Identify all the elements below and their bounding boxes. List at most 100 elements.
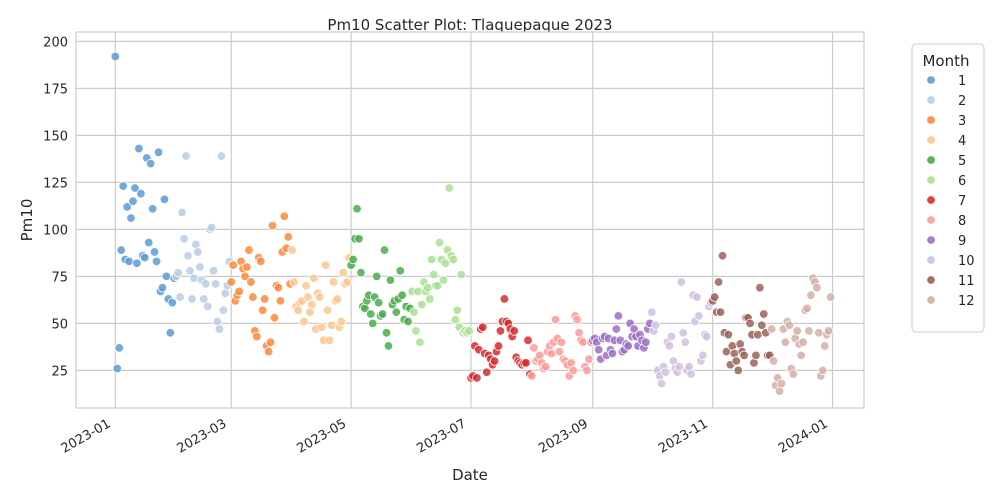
- data-point: [381, 328, 392, 338]
- data-point: [234, 286, 244, 297]
- legend-title: Month: [922, 52, 969, 70]
- data-point: [698, 350, 708, 361]
- legend-marker: [926, 95, 936, 105]
- legend-label: 5: [958, 154, 966, 169]
- data-point: [124, 256, 134, 267]
- data-point: [613, 311, 624, 321]
- data-point: [189, 273, 199, 283]
- data-point: [723, 329, 734, 340]
- data-point: [572, 314, 582, 325]
- data-point: [582, 365, 592, 376]
- data-point: [193, 247, 203, 257]
- data-point: [755, 282, 765, 293]
- data-point: [287, 245, 297, 255]
- data-point: [122, 202, 132, 212]
- plot-area: [75, 31, 865, 409]
- data-point: [206, 222, 217, 233]
- data-point: [242, 262, 252, 272]
- data-point: [796, 350, 806, 361]
- data-point: [578, 337, 588, 347]
- data-point: [692, 292, 702, 302]
- y-tick-label: 200: [43, 35, 68, 50]
- data-point: [116, 245, 126, 255]
- legend-marker: [926, 215, 936, 225]
- data-point: [472, 373, 482, 383]
- data-point: [568, 365, 578, 376]
- data-point: [326, 320, 337, 330]
- data-point: [554, 346, 565, 357]
- plot-frame: [75, 31, 865, 409]
- legend-label: 7: [958, 194, 966, 209]
- data-point: [678, 328, 688, 338]
- data-point: [244, 245, 254, 255]
- data-point: [757, 320, 767, 330]
- data-point: [226, 277, 236, 287]
- data-point: [802, 303, 812, 314]
- data-point: [273, 282, 284, 293]
- data-point: [126, 213, 136, 223]
- data-point: [307, 299, 317, 310]
- legend-marker: [926, 175, 936, 185]
- data-point: [263, 346, 274, 357]
- legend-label: 6: [958, 174, 966, 189]
- y-tick-label: 150: [43, 129, 68, 144]
- data-point: [713, 277, 724, 287]
- legend-marker: [926, 135, 936, 145]
- data-point: [275, 296, 286, 306]
- data-point: [395, 266, 405, 276]
- data-point: [228, 260, 238, 270]
- data-point: [664, 341, 675, 351]
- data-point: [149, 247, 160, 257]
- data-point: [208, 266, 219, 276]
- data-point: [641, 337, 651, 347]
- data-point: [546, 348, 557, 359]
- legend-marker: [926, 155, 936, 165]
- data-point: [450, 314, 460, 325]
- legend-marker: [926, 115, 936, 125]
- data-point: [702, 331, 712, 342]
- data-point: [709, 292, 720, 302]
- data-point: [482, 367, 492, 377]
- data-points: [110, 51, 836, 396]
- data-point: [173, 267, 183, 278]
- y-tick-label: 50: [51, 317, 68, 332]
- data-point: [216, 151, 227, 161]
- data-point: [110, 51, 121, 62]
- data-point: [731, 356, 741, 366]
- data-point: [179, 234, 189, 244]
- data-point: [324, 335, 335, 346]
- data-point: [147, 204, 158, 214]
- y-axis-title: Pm10: [18, 199, 36, 242]
- data-point: [218, 305, 229, 315]
- data-point: [336, 316, 346, 327]
- data-point: [377, 309, 388, 319]
- data-point: [680, 337, 690, 347]
- data-point: [715, 307, 726, 317]
- data-point: [383, 341, 394, 351]
- data-point: [527, 371, 537, 381]
- data-point: [647, 307, 657, 317]
- data-point: [385, 275, 396, 285]
- legend-marker: [926, 75, 936, 85]
- data-point: [751, 350, 761, 361]
- data-point: [478, 322, 488, 332]
- data-point: [356, 267, 366, 278]
- data-point: [413, 286, 423, 297]
- data-point: [759, 309, 769, 319]
- y-tick-label: 100: [43, 223, 68, 238]
- data-point: [448, 254, 458, 265]
- data-point: [780, 337, 791, 347]
- data-point: [134, 143, 144, 154]
- data-point: [784, 320, 795, 330]
- data-point: [397, 290, 407, 300]
- data-point: [153, 147, 164, 158]
- data-point: [200, 279, 211, 289]
- data-point: [328, 277, 339, 287]
- data-point: [753, 329, 763, 340]
- data-point: [210, 279, 221, 289]
- data-point: [556, 337, 567, 347]
- data-point: [185, 266, 195, 276]
- data-point: [415, 337, 425, 347]
